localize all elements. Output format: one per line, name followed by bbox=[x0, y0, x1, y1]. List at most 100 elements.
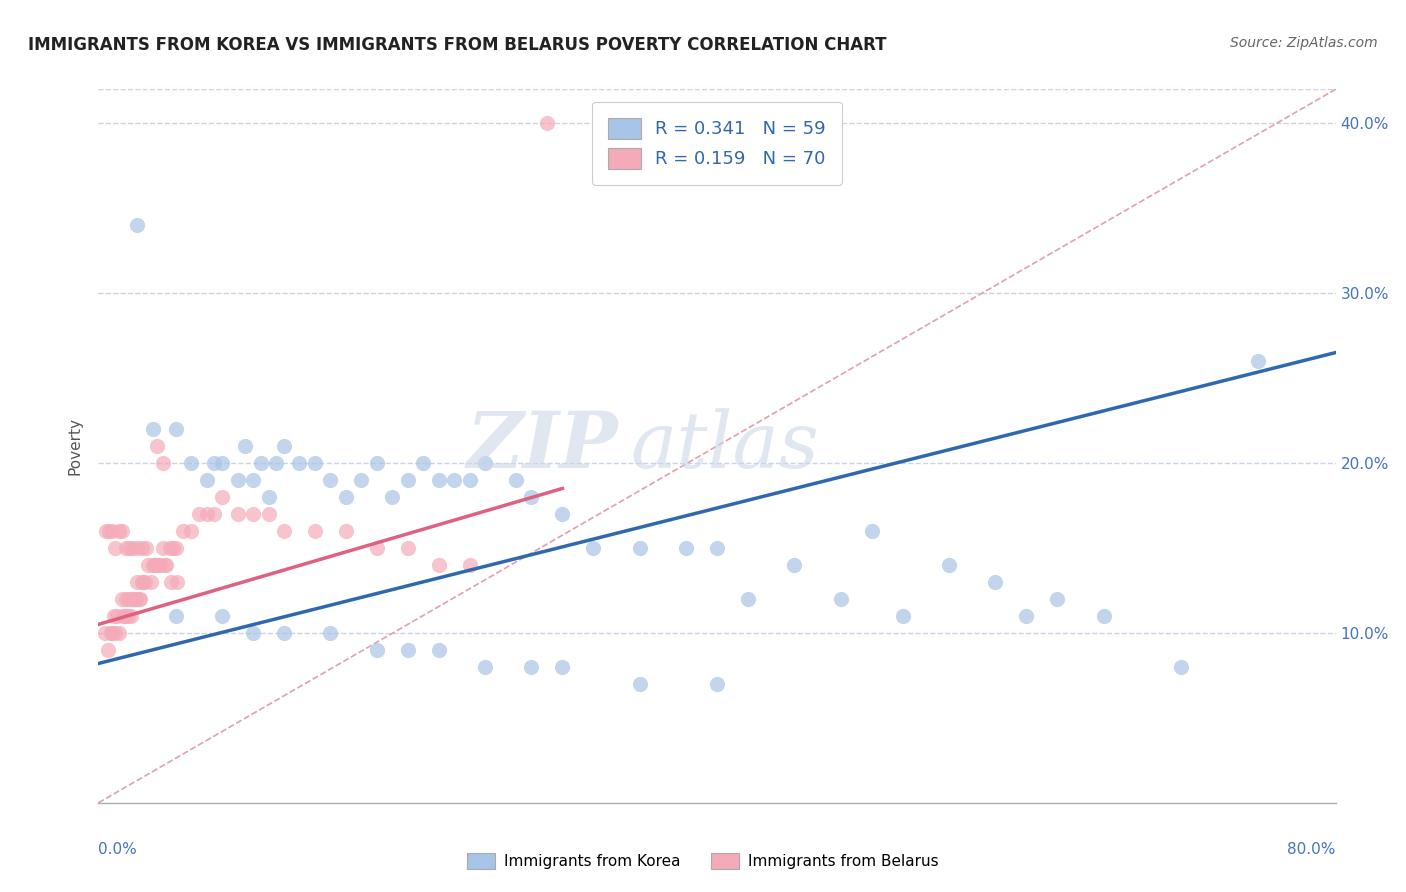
Point bbox=[860, 524, 883, 538]
Point bbox=[153, 558, 176, 572]
Point bbox=[131, 574, 153, 589]
Text: 80.0%: 80.0% bbox=[1288, 842, 1336, 857]
Point bbox=[166, 574, 188, 589]
Point bbox=[101, 626, 124, 640]
Point bbox=[97, 643, 120, 657]
Point bbox=[104, 626, 127, 640]
Point bbox=[474, 660, 496, 674]
Point bbox=[148, 558, 170, 572]
Point bbox=[366, 541, 388, 555]
Point bbox=[142, 558, 165, 572]
Point bbox=[105, 608, 128, 623]
Text: Source: ZipAtlas.com: Source: ZipAtlas.com bbox=[1230, 36, 1378, 50]
Point bbox=[226, 473, 249, 487]
Text: 0.0%: 0.0% bbox=[98, 842, 138, 857]
Point bbox=[427, 643, 450, 657]
Point bbox=[1170, 660, 1192, 674]
Point bbox=[115, 541, 138, 555]
Point bbox=[142, 422, 165, 436]
Point bbox=[458, 558, 481, 572]
Text: ZIP: ZIP bbox=[467, 408, 619, 484]
Point bbox=[257, 490, 280, 504]
Point bbox=[335, 490, 357, 504]
Point bbox=[127, 218, 149, 232]
Point bbox=[582, 541, 605, 555]
Point bbox=[706, 541, 728, 555]
Point bbox=[737, 591, 759, 606]
Point bbox=[139, 574, 162, 589]
Point bbox=[136, 558, 159, 572]
Point bbox=[396, 473, 419, 487]
Point bbox=[124, 591, 146, 606]
Point bbox=[112, 608, 135, 623]
Point bbox=[335, 524, 357, 538]
Point bbox=[1046, 591, 1069, 606]
Point bbox=[458, 473, 481, 487]
Point bbox=[304, 456, 326, 470]
Point bbox=[96, 524, 118, 538]
Point bbox=[675, 541, 697, 555]
Point bbox=[165, 422, 187, 436]
Point bbox=[129, 591, 152, 606]
Point bbox=[366, 456, 388, 470]
Point bbox=[115, 591, 138, 606]
Point bbox=[146, 558, 169, 572]
Point bbox=[165, 541, 187, 555]
Point bbox=[396, 541, 419, 555]
Point bbox=[100, 626, 122, 640]
Point bbox=[319, 626, 342, 640]
Point bbox=[474, 456, 496, 470]
Point bbox=[226, 507, 249, 521]
Point bbox=[235, 439, 257, 453]
Point bbox=[104, 541, 127, 555]
Point bbox=[98, 524, 121, 538]
Point bbox=[938, 558, 960, 572]
Point bbox=[891, 608, 914, 623]
Point bbox=[180, 456, 202, 470]
Point bbox=[551, 507, 574, 521]
Point bbox=[984, 574, 1007, 589]
Point bbox=[304, 524, 326, 538]
Point bbox=[204, 507, 226, 521]
Point bbox=[250, 456, 273, 470]
Point bbox=[188, 507, 211, 521]
Point bbox=[628, 677, 651, 691]
Point bbox=[149, 558, 172, 572]
Point bbox=[143, 558, 166, 572]
Point bbox=[242, 473, 264, 487]
Point bbox=[180, 524, 202, 538]
Point bbox=[1092, 608, 1115, 623]
Point bbox=[118, 541, 141, 555]
Point bbox=[122, 591, 145, 606]
Point bbox=[396, 643, 419, 657]
Point bbox=[211, 456, 233, 470]
Point bbox=[111, 524, 134, 538]
Point bbox=[830, 591, 852, 606]
Point bbox=[128, 591, 150, 606]
Point bbox=[505, 473, 527, 487]
Text: atlas: atlas bbox=[630, 408, 820, 484]
Y-axis label: Poverty: Poverty bbox=[67, 417, 83, 475]
Point bbox=[101, 524, 124, 538]
Point bbox=[1015, 608, 1038, 623]
Point bbox=[173, 524, 195, 538]
Point bbox=[155, 558, 177, 572]
Point bbox=[118, 591, 141, 606]
Point bbox=[520, 660, 543, 674]
Point bbox=[350, 473, 373, 487]
Legend: Immigrants from Korea, Immigrants from Belarus: Immigrants from Korea, Immigrants from B… bbox=[461, 847, 945, 875]
Point bbox=[273, 439, 295, 453]
Point bbox=[120, 608, 142, 623]
Point bbox=[706, 677, 728, 691]
Point bbox=[412, 456, 434, 470]
Point bbox=[132, 574, 155, 589]
Point bbox=[159, 541, 181, 555]
Legend: R = 0.341   N = 59, R = 0.159   N = 70: R = 0.341 N = 59, R = 0.159 N = 70 bbox=[592, 102, 842, 185]
Point bbox=[628, 541, 651, 555]
Point bbox=[152, 456, 174, 470]
Point bbox=[204, 456, 226, 470]
Point bbox=[288, 456, 311, 470]
Point bbox=[114, 608, 136, 623]
Point bbox=[127, 541, 149, 555]
Point bbox=[146, 439, 169, 453]
